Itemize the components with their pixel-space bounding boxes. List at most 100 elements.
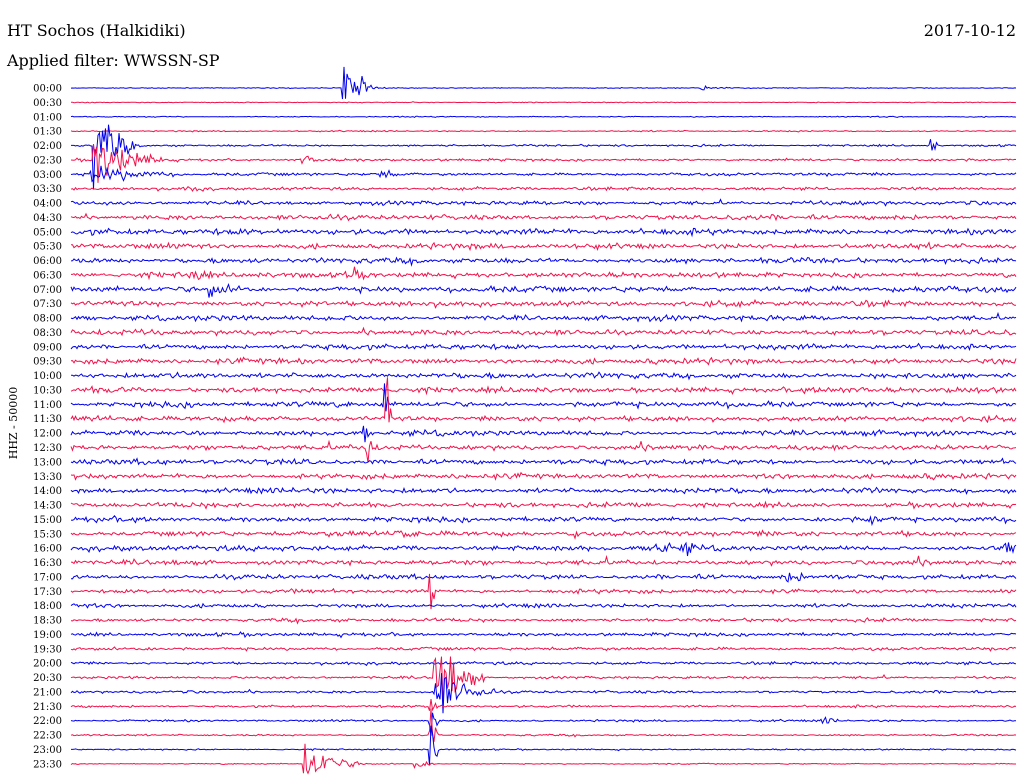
row-time-label: 14:00 xyxy=(33,486,62,497)
row-time-label: 13:00 xyxy=(33,457,62,468)
trace-row xyxy=(70,185,1017,192)
row-time-label: 20:30 xyxy=(33,673,62,684)
trace-row xyxy=(70,554,1017,568)
trace-row xyxy=(70,66,1017,100)
row-time-label: 11:30 xyxy=(33,414,62,425)
trace-row xyxy=(70,515,1017,527)
trace-row xyxy=(71,124,1017,190)
row-time-label: 17:00 xyxy=(33,572,62,583)
row-time-label: 11:00 xyxy=(33,400,62,411)
row-time-label: 05:00 xyxy=(33,227,62,238)
row-time-label: 16:30 xyxy=(33,558,62,569)
trace-row xyxy=(70,129,1017,133)
trace-row xyxy=(70,115,1017,118)
row-time-label: 04:00 xyxy=(33,199,62,210)
row-time-label: 05:30 xyxy=(33,242,62,253)
trace-row xyxy=(70,256,1017,267)
trace-row xyxy=(70,673,1017,714)
row-time-label: 01:30 xyxy=(33,127,62,138)
row-time-label: 01:00 xyxy=(33,112,62,123)
row-time-label: 04:30 xyxy=(33,213,62,224)
row-time-label: 18:30 xyxy=(33,616,62,627)
trace-row xyxy=(70,457,1017,467)
trace-row xyxy=(70,377,1017,424)
trace-row xyxy=(70,371,1017,381)
row-time-label: 23:00 xyxy=(33,745,62,756)
row-time-label: 08:00 xyxy=(33,314,62,325)
trace-row xyxy=(70,541,1017,557)
row-time-label: 09:30 xyxy=(33,357,62,368)
trace-row xyxy=(70,165,1017,183)
row-time-label: 12:00 xyxy=(33,429,62,440)
row-time-label: 19:30 xyxy=(33,644,62,655)
row-time-label: 09:00 xyxy=(33,342,62,353)
row-time-label: 00:30 xyxy=(33,98,62,109)
trace-row xyxy=(70,699,1017,712)
trace-row xyxy=(70,471,1017,481)
row-time-label: 13:30 xyxy=(33,472,62,483)
row-time-label: 16:00 xyxy=(33,544,62,555)
trace-row xyxy=(70,712,1017,736)
trace-row xyxy=(70,282,1017,298)
row-time-label: 14:30 xyxy=(33,501,62,512)
row-time-label: 00:00 xyxy=(33,84,62,95)
trace-row xyxy=(70,342,1017,352)
row-time-label: 20:00 xyxy=(33,659,62,670)
trace-row xyxy=(70,743,1016,775)
station-title: HT Sochos (Halkidiki) xyxy=(7,21,186,40)
trace-row xyxy=(70,212,1017,222)
trace-row xyxy=(70,298,1016,309)
trace-row xyxy=(70,439,1017,463)
row-time-label: 21:00 xyxy=(33,687,62,698)
trace-row xyxy=(70,101,1017,104)
row-time-label: 21:30 xyxy=(33,702,62,713)
date-label: 2017-10-12 xyxy=(924,21,1016,40)
row-time-label: 18:00 xyxy=(33,601,62,612)
trace-row xyxy=(71,241,1017,252)
trace-row xyxy=(70,144,1017,183)
row-time-label: 10:30 xyxy=(33,385,62,396)
row-time-label: 07:30 xyxy=(33,299,62,310)
row-time-label: 23:30 xyxy=(33,759,62,770)
trace-row xyxy=(71,725,1017,766)
trace-row xyxy=(70,602,1017,609)
trace-row xyxy=(70,425,1017,443)
channel-label: HHZ - 50000 xyxy=(7,387,20,460)
filter-label: Applied filter: WWSSN-SP xyxy=(6,51,220,70)
trace-row xyxy=(70,326,1017,337)
trace-row xyxy=(70,656,1017,707)
row-time-label: 03:30 xyxy=(33,184,62,195)
trace-row xyxy=(70,571,1017,583)
row-time-label: 10:00 xyxy=(33,371,62,382)
trace-row xyxy=(70,617,1017,625)
trace-row xyxy=(71,266,1017,281)
row-time-label: 22:30 xyxy=(33,731,62,742)
row-time-label: 06:30 xyxy=(33,270,62,281)
trace-row xyxy=(70,708,1017,742)
trace-group: 00:00 00:30 01:00 01:30 02:00 02:30 03:00 03:30… xyxy=(33,66,1017,775)
row-time-label: 15:00 xyxy=(33,515,62,526)
trace-row xyxy=(70,311,1017,323)
row-time-label: 15:30 xyxy=(33,529,62,540)
trace-row xyxy=(70,500,1017,510)
trace-row xyxy=(70,660,1017,667)
row-time-label: 07:00 xyxy=(33,285,62,296)
row-time-label: 12:30 xyxy=(33,443,62,454)
trace-row xyxy=(70,198,1017,207)
row-time-label: 19:00 xyxy=(33,630,62,641)
trace-row xyxy=(70,529,1017,540)
row-time-label: 06:00 xyxy=(33,256,62,267)
trace-row xyxy=(70,227,1017,238)
row-time-label: 02:00 xyxy=(33,141,62,152)
trace-row xyxy=(70,356,1017,366)
row-time-label: 22:00 xyxy=(33,716,62,727)
row-time-label: 03:00 xyxy=(33,170,62,181)
trace-row xyxy=(70,631,1017,639)
trace-row xyxy=(70,646,1017,652)
trace-row xyxy=(70,385,1017,396)
row-time-label: 08:30 xyxy=(33,328,62,339)
row-time-label: 17:30 xyxy=(33,587,62,598)
trace-row xyxy=(70,573,1017,610)
row-time-label: 02:30 xyxy=(33,155,62,166)
